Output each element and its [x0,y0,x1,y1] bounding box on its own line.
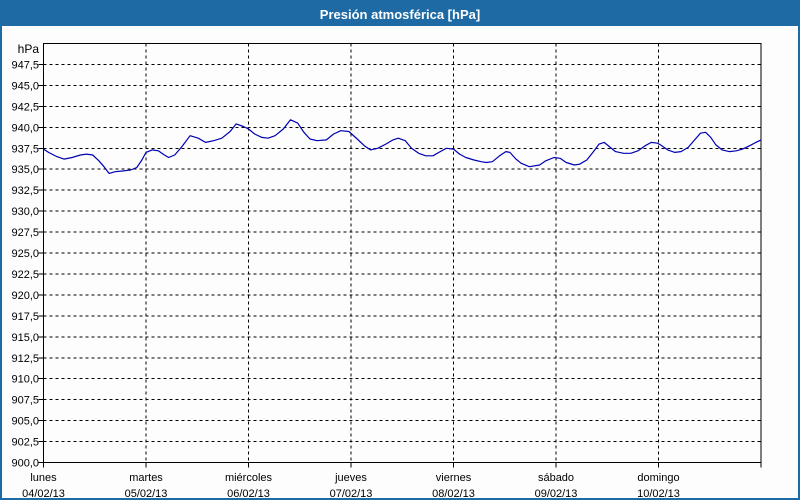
plot-border [43,43,762,463]
day-label: lunes [30,472,57,484]
day-label: jueves [334,472,367,484]
date-label: 05/02/13 [125,488,168,500]
y-tick-label: 925,0 [11,248,39,260]
y-tick-label: 947,5 [11,59,39,71]
y-tick-label: 927,5 [11,227,39,239]
y-tick-label: 945,0 [11,80,39,92]
y-tick-label: 912,5 [11,353,39,365]
window-title: Presión atmosférica [hPa] [319,6,481,22]
y-tick-label: 935,0 [11,164,39,176]
y-tick-label: 942,5 [11,101,39,113]
y-tick-label: 922,5 [11,269,39,281]
date-label: 10/02/13 [637,488,680,500]
y-tick-label: 902,5 [11,437,39,449]
date-label: 08/02/13 [432,488,475,500]
y-tick-label: 917,5 [11,311,39,323]
day-label: martes [129,472,163,484]
y-tick-label: 900,0 [11,458,39,470]
pressure-series-line [42,119,762,174]
y-tick-label: 915,0 [11,332,39,344]
day-label: viernes [436,472,472,484]
day-label: sábado [538,472,574,484]
y-tick-label: 937,5 [11,143,39,155]
day-label: miércoles [225,472,273,484]
window-titlebar: Presión atmosférica [hPa] [2,2,798,26]
y-tick-label: 907,5 [11,395,39,407]
date-label: 09/02/13 [535,488,578,500]
y-tick-label: 910,0 [11,374,39,386]
y-tick-label: 905,0 [11,416,39,428]
y-tick-label: 920,0 [11,290,39,302]
date-label: 06/02/13 [227,488,270,500]
y-tick-label: 940,0 [11,122,39,134]
y-axis-unit-label: hPa [18,42,40,56]
date-label: 07/02/13 [330,488,373,500]
date-label: 04/02/13 [22,488,65,500]
day-label: domingo [637,472,679,484]
y-tick-label: 932,5 [11,185,39,197]
y-tick-label: 930,0 [11,206,39,218]
